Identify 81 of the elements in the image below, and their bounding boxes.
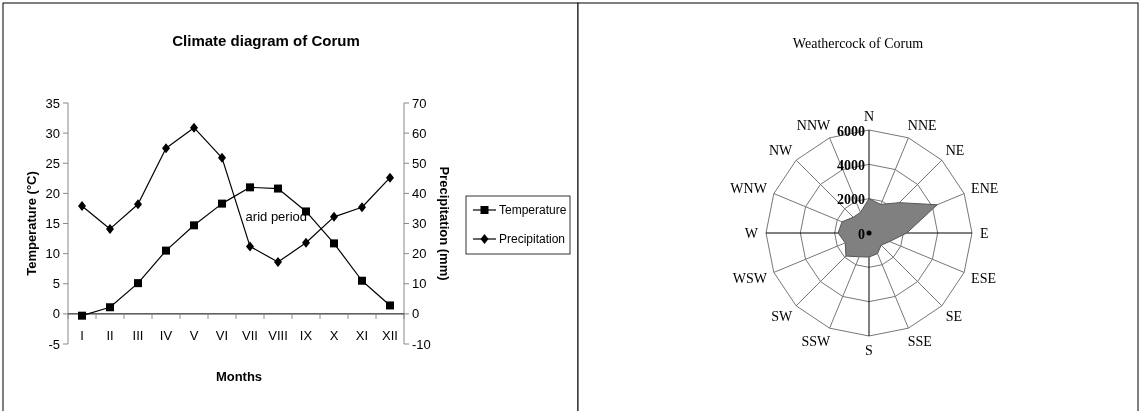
spoke-label: ENE (971, 181, 999, 197)
spoke-label: WNW (730, 181, 768, 197)
point (190, 122, 198, 133)
spoke-label: W (744, 225, 759, 241)
point (218, 152, 226, 163)
legend-label: Temperature (499, 203, 567, 218)
point (134, 199, 142, 210)
point (190, 221, 198, 230)
spoke-label: E (980, 225, 989, 241)
chart-title: Weathercock of Corum (792, 36, 924, 51)
point (386, 301, 394, 310)
point (274, 257, 282, 268)
spoke-label: WSW (732, 270, 768, 286)
spoke-label: N (863, 108, 875, 124)
x-tick-label: VI (215, 328, 229, 343)
y-tick-label: 5 (52, 276, 60, 292)
point (302, 237, 310, 248)
x-tick-label: VIII (268, 328, 288, 343)
y-axis-title: Temperature (°C) (24, 171, 39, 276)
point (330, 211, 338, 222)
y2-tick-label: 60 (412, 125, 427, 141)
spoke-label: SE (945, 308, 963, 324)
x-tick-label: XII (382, 328, 398, 343)
x-tick-label: V (189, 328, 199, 343)
y-tick-label: 0 (858, 226, 865, 242)
y2-tick-label: 0 (412, 306, 420, 322)
y-tick-label: 0 (52, 306, 60, 322)
y-tick-label: 35 (45, 95, 60, 111)
point (134, 279, 142, 288)
point (78, 201, 86, 212)
point (218, 199, 226, 208)
point (246, 241, 254, 252)
spoke-label: NE (945, 143, 965, 159)
spoke-label: ESE (971, 270, 996, 286)
x-tick-label: III (132, 328, 144, 343)
point (106, 303, 114, 312)
point (386, 172, 394, 183)
annotation: arid period (245, 209, 308, 225)
y-tick-label: -5 (48, 336, 60, 352)
point (162, 143, 170, 154)
point (330, 239, 338, 248)
point (78, 311, 86, 320)
point (274, 184, 282, 193)
y-tick-label: 30 (45, 125, 60, 141)
y-tick-label: 4000 (837, 157, 865, 173)
y2-tick-label: 20 (412, 246, 427, 262)
y2-tick-label: -10 (412, 336, 431, 352)
spoke-label: NW (768, 143, 794, 159)
spoke-label: SSE (907, 333, 932, 349)
x-tick-label: IV (159, 328, 173, 343)
x-tick-label: II (106, 328, 114, 343)
y-tick-label: 10 (45, 246, 60, 262)
x-tick-label: X (329, 328, 339, 343)
legend-label: Precipitation (499, 232, 566, 247)
y2-axis-title: Precipitation (mm) (437, 166, 452, 281)
x-tick-label: I (80, 328, 84, 343)
y2-tick-label: 10 (412, 276, 427, 292)
point (246, 183, 254, 192)
x-tick-label: IX (299, 328, 313, 343)
y-tick-label: 25 (45, 155, 60, 171)
spoke-label: NNW (796, 117, 832, 133)
spoke-label: SW (771, 308, 794, 324)
x-axis-title: Months (215, 369, 263, 384)
y2-tick-label: 40 (412, 185, 427, 201)
y-tick-label: 6000 (837, 123, 865, 139)
point (358, 202, 366, 213)
chart-title: Climate diagram of Corum (172, 32, 360, 49)
y2-tick-label: 30 (412, 216, 427, 232)
x-tick-label: VII (242, 328, 258, 343)
y2-tick-label: 70 (412, 95, 427, 111)
y-tick-label: 15 (45, 216, 60, 232)
point (162, 246, 170, 255)
y-tick-label: 20 (45, 185, 60, 201)
spoke-label: S (865, 342, 873, 358)
y2-tick-label: 50 (412, 155, 427, 171)
point (358, 276, 366, 285)
spoke-label: SSW (801, 333, 831, 349)
point (106, 223, 114, 234)
spoke-label: NNE (907, 117, 937, 133)
x-tick-label: XI (355, 328, 369, 343)
y-tick-label: 2000 (837, 192, 865, 208)
